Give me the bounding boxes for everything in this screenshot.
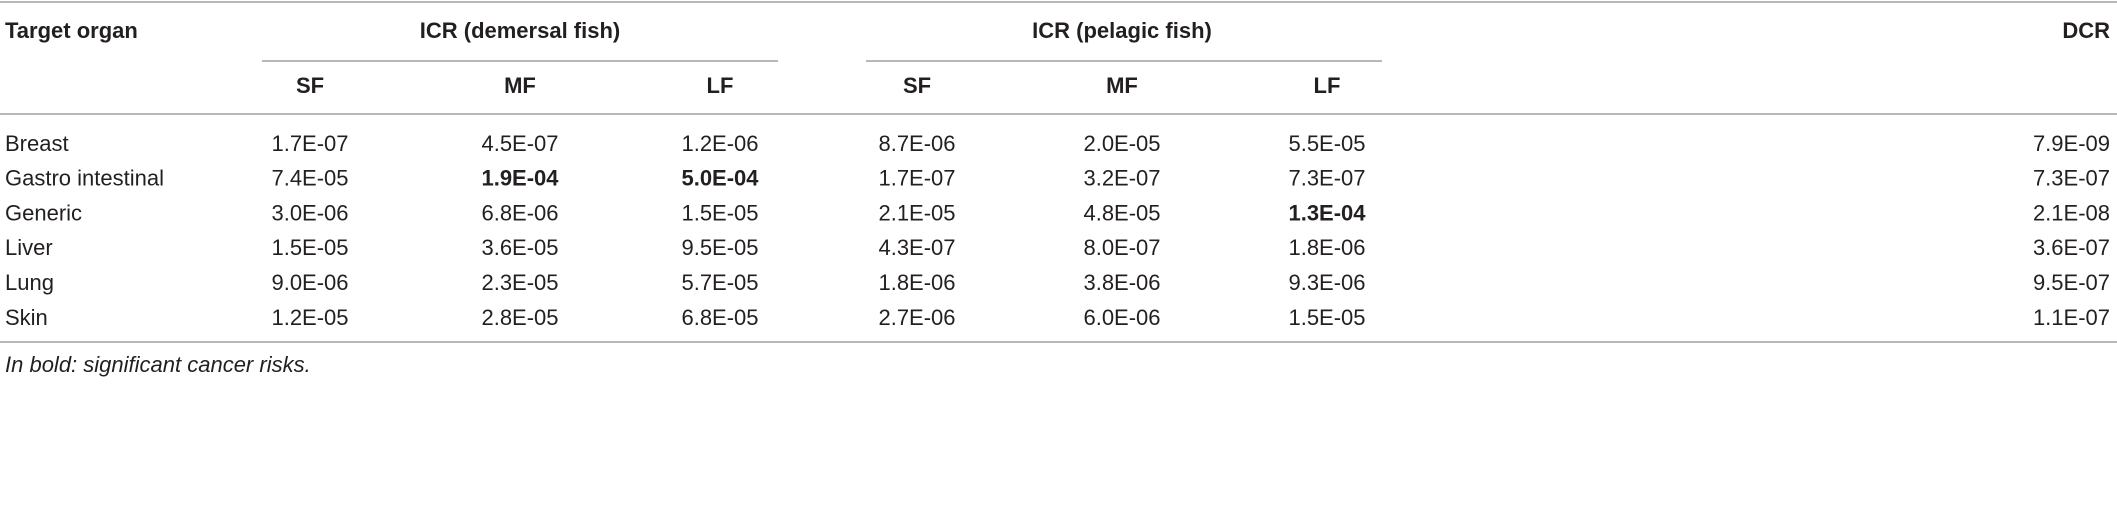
cell: 1.1E-07	[2033, 305, 2110, 330]
cell: 3.0E-06	[271, 200, 348, 225]
cell: 1.5E-05	[1288, 305, 1365, 330]
cell: 2.1E-05	[878, 200, 955, 225]
cell: 1.7E-07	[271, 131, 348, 156]
cell: 9.5E-07	[2033, 270, 2110, 295]
cell: 9.0E-06	[271, 270, 348, 295]
cell: 3.6E-07	[2033, 235, 2110, 260]
cell: 2.1E-08	[2033, 200, 2110, 225]
cell: 1.5E-05	[271, 235, 348, 260]
subcolumn-header: MF	[504, 73, 536, 98]
cell: 7.3E-07	[1288, 166, 1365, 191]
cell: 1.2E-05	[271, 305, 348, 330]
cell: 5.7E-05	[681, 270, 758, 295]
cell: 4.8E-05	[1083, 200, 1160, 225]
cell: 4.5E-07	[481, 131, 558, 156]
subcolumn-header: SF	[903, 73, 931, 98]
cell: 9.5E-05	[681, 235, 758, 260]
cell: 3.8E-06	[1083, 270, 1160, 295]
cell: 2.0E-05	[1083, 131, 1160, 156]
subcolumn-header: LF	[707, 73, 734, 98]
cell: 1.8E-06	[878, 270, 955, 295]
cell: 8.0E-07	[1083, 235, 1160, 260]
row-label: Lung	[5, 270, 54, 295]
subcolumn-header: MF	[1106, 73, 1138, 98]
row-label: Skin	[5, 305, 48, 330]
group-header: ICR (demersal fish)	[420, 18, 621, 43]
group-header: ICR (pelagic fish)	[1032, 18, 1212, 43]
row-label: Generic	[5, 200, 82, 225]
note: In bold: significant cancer risks.	[5, 352, 311, 377]
row-label: Gastro intestinal	[5, 166, 164, 191]
cell: 6.8E-06	[481, 200, 558, 225]
subcolumn-header: LF	[1314, 73, 1341, 98]
cell: 1.9E-04	[481, 166, 559, 191]
cell: 3.2E-07	[1083, 166, 1160, 191]
cell: 6.0E-06	[1083, 305, 1160, 330]
row-label: Liver	[5, 235, 53, 260]
dcr-header: DCR	[2062, 18, 2110, 43]
cell: 3.6E-05	[481, 235, 558, 260]
cell: 4.3E-07	[878, 235, 955, 260]
cell: 2.3E-05	[481, 270, 558, 295]
cell: 5.0E-04	[681, 166, 759, 191]
organ-header: Target organ	[5, 18, 138, 43]
cell: 1.7E-07	[878, 166, 955, 191]
cell: 8.7E-06	[878, 131, 955, 156]
cell: 2.7E-06	[878, 305, 955, 330]
cell: 6.8E-05	[681, 305, 758, 330]
cell: 7.3E-07	[2033, 166, 2110, 191]
cell: 1.2E-06	[681, 131, 758, 156]
cell: 7.4E-05	[271, 166, 348, 191]
cell: 7.9E-09	[2033, 131, 2110, 156]
cell: 9.3E-06	[1288, 270, 1365, 295]
cell: 1.3E-04	[1288, 200, 1366, 225]
subcolumn-header: SF	[296, 73, 324, 98]
cell: 1.8E-06	[1288, 235, 1365, 260]
row-label: Breast	[5, 131, 69, 156]
cell: 5.5E-05	[1288, 131, 1365, 156]
cell: 1.5E-05	[681, 200, 758, 225]
cell: 2.8E-05	[481, 305, 558, 330]
